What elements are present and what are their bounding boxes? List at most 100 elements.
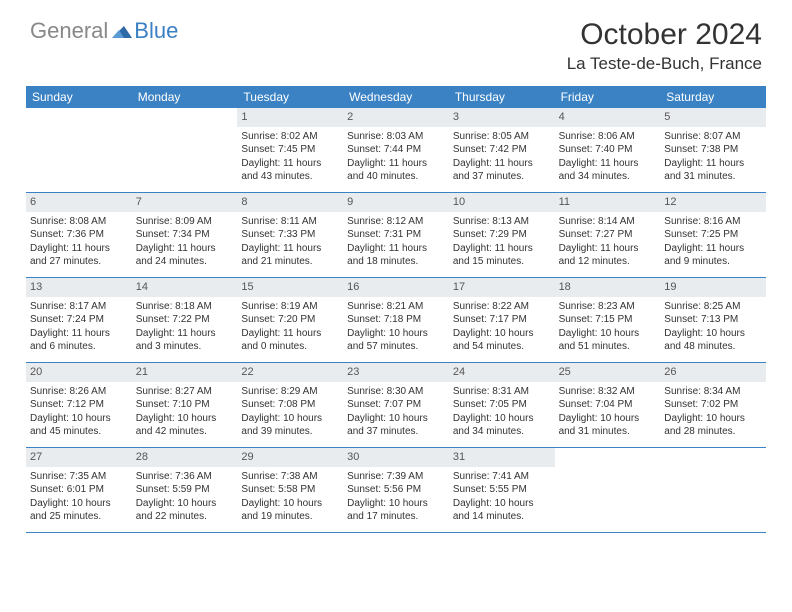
day-number: 1 [237,108,343,127]
week-row: 13Sunrise: 8:17 AMSunset: 7:24 PMDayligh… [26,278,766,363]
day-number: 31 [449,448,555,467]
sunset-text: Sunset: 7:36 PM [30,228,128,242]
sunset-text: Sunset: 7:42 PM [453,143,551,157]
daylight-text: Daylight: 10 hours and 57 minutes. [347,327,445,354]
weekday-header: Friday [555,86,661,108]
daylight-text: Daylight: 11 hours and 24 minutes. [136,242,234,269]
day-content: Sunrise: 8:18 AMSunset: 7:22 PMDaylight:… [132,297,238,358]
month-title: October 2024 [567,18,762,52]
logo-triangle-icon [112,24,132,38]
day-content: Sunrise: 8:03 AMSunset: 7:44 PMDaylight:… [343,127,449,188]
day-cell: 18Sunrise: 8:23 AMSunset: 7:15 PMDayligh… [555,278,661,362]
daylight-text: Daylight: 11 hours and 31 minutes. [664,157,762,184]
day-cell: 20Sunrise: 8:26 AMSunset: 7:12 PMDayligh… [26,363,132,447]
sunset-text: Sunset: 7:07 PM [347,398,445,412]
day-cell: 23Sunrise: 8:30 AMSunset: 7:07 PMDayligh… [343,363,449,447]
sunset-text: Sunset: 7:22 PM [136,313,234,327]
day-number: 22 [237,363,343,382]
day-number: 17 [449,278,555,297]
daylight-text: Daylight: 10 hours and 39 minutes. [241,412,339,439]
sunrise-text: Sunrise: 8:23 AM [559,300,657,314]
day-cell: 6Sunrise: 8:08 AMSunset: 7:36 PMDaylight… [26,193,132,277]
day-number: 9 [343,193,449,212]
sunset-text: Sunset: 7:12 PM [30,398,128,412]
day-number: 14 [132,278,238,297]
day-cell: 31Sunrise: 7:41 AMSunset: 5:55 PMDayligh… [449,448,555,532]
sunset-text: Sunset: 7:31 PM [347,228,445,242]
sunrise-text: Sunrise: 8:19 AM [241,300,339,314]
sunrise-text: Sunrise: 7:38 AM [241,470,339,484]
sunrise-text: Sunrise: 8:11 AM [241,215,339,229]
calendar: SundayMondayTuesdayWednesdayThursdayFrid… [26,86,766,533]
day-cell: 11Sunrise: 8:14 AMSunset: 7:27 PMDayligh… [555,193,661,277]
daylight-text: Daylight: 10 hours and 22 minutes. [136,497,234,524]
sunset-text: Sunset: 7:15 PM [559,313,657,327]
day-content: Sunrise: 8:12 AMSunset: 7:31 PMDaylight:… [343,212,449,273]
daylight-text: Daylight: 11 hours and 34 minutes. [559,157,657,184]
day-number: 3 [449,108,555,127]
sunset-text: Sunset: 7:29 PM [453,228,551,242]
day-number: 6 [26,193,132,212]
daylight-text: Daylight: 11 hours and 0 minutes. [241,327,339,354]
week-row: 6Sunrise: 8:08 AMSunset: 7:36 PMDaylight… [26,193,766,278]
sunset-text: Sunset: 7:08 PM [241,398,339,412]
sunrise-text: Sunrise: 7:36 AM [136,470,234,484]
sunset-text: Sunset: 7:40 PM [559,143,657,157]
sunset-text: Sunset: 6:01 PM [30,483,128,497]
header: General Blue October 2024 La Teste-de-Bu… [0,0,792,80]
day-content: Sunrise: 7:35 AMSunset: 6:01 PMDaylight:… [26,467,132,528]
sunset-text: Sunset: 7:20 PM [241,313,339,327]
daylight-text: Daylight: 11 hours and 15 minutes. [453,242,551,269]
daylight-text: Daylight: 11 hours and 6 minutes. [30,327,128,354]
sunrise-text: Sunrise: 8:27 AM [136,385,234,399]
sunrise-text: Sunrise: 8:05 AM [453,130,551,144]
day-cell: 4Sunrise: 8:06 AMSunset: 7:40 PMDaylight… [555,108,661,192]
sunset-text: Sunset: 5:59 PM [136,483,234,497]
day-content: Sunrise: 8:25 AMSunset: 7:13 PMDaylight:… [660,297,766,358]
empty-day-cell [660,448,766,532]
day-cell: 3 Sunrise: 8:05 AMSunset: 7:42 PMDaylight… [449,108,555,192]
day-cell: 5Sunrise: 8:07 AMSunset: 7:38 PMDaylight… [660,108,766,192]
day-content: Sunrise: 8:14 AMSunset: 7:27 PMDaylight:… [555,212,661,273]
sunset-text: Sunset: 7:33 PM [241,228,339,242]
sunset-text: Sunset: 5:58 PM [241,483,339,497]
daylight-text: Daylight: 11 hours and 27 minutes. [30,242,128,269]
day-number: 23 [343,363,449,382]
day-number: 19 [660,278,766,297]
day-cell: 26Sunrise: 8:34 AMSunset: 7:02 PMDayligh… [660,363,766,447]
day-content: Sunrise: 8:32 AMSunset: 7:04 PMDaylight:… [555,382,661,443]
sunrise-text: Sunrise: 8:31 AM [453,385,551,399]
day-content: Sunrise: 7:41 AMSunset: 5:55 PMDaylight:… [449,467,555,528]
day-cell: 16Sunrise: 8:21 AMSunset: 7:18 PMDayligh… [343,278,449,362]
sunrise-text: Sunrise: 8:21 AM [347,300,445,314]
daylight-text: Daylight: 11 hours and 37 minutes. [453,157,551,184]
daylight-text: Daylight: 10 hours and 28 minutes. [664,412,762,439]
day-number: 20 [26,363,132,382]
day-number: 4 [555,108,661,127]
weekday-header: Monday [132,86,238,108]
location-label: La Teste-de-Buch, France [567,54,762,74]
day-content: Sunrise: 8:31 AMSunset: 7:05 PMDaylight:… [449,382,555,443]
weekday-header-row: SundayMondayTuesdayWednesdayThursdayFrid… [26,86,766,108]
day-content: Sunrise: 8:08 AMSunset: 7:36 PMDaylight:… [26,212,132,273]
weeks-container: 1Sunrise: 8:02 AMSunset: 7:45 PMDaylight… [26,108,766,533]
sunrise-text: Sunrise: 7:41 AM [453,470,551,484]
sunrise-text: Sunrise: 8:16 AM [664,215,762,229]
sunrise-text: Sunrise: 8:07 AM [664,130,762,144]
daylight-text: Daylight: 10 hours and 31 minutes. [559,412,657,439]
daylight-text: Daylight: 10 hours and 48 minutes. [664,327,762,354]
day-number: 5 [660,108,766,127]
daylight-text: Daylight: 10 hours and 54 minutes. [453,327,551,354]
day-content: Sunrise: 8:29 AMSunset: 7:08 PMDaylight:… [237,382,343,443]
day-content: Sunrise: 8:02 AMSunset: 7:45 PMDaylight:… [237,127,343,188]
daylight-text: Daylight: 10 hours and 19 minutes. [241,497,339,524]
day-cell: 21Sunrise: 8:27 AMSunset: 7:10 PMDayligh… [132,363,238,447]
sunrise-text: Sunrise: 8:03 AM [347,130,445,144]
day-number: 21 [132,363,238,382]
daylight-text: Daylight: 11 hours and 21 minutes. [241,242,339,269]
sunrise-text: Sunrise: 7:39 AM [347,470,445,484]
day-number: 29 [237,448,343,467]
day-content: Sunrise: 8:30 AMSunset: 7:07 PMDaylight:… [343,382,449,443]
sunset-text: Sunset: 5:56 PM [347,483,445,497]
sunset-text: Sunset: 7:10 PM [136,398,234,412]
